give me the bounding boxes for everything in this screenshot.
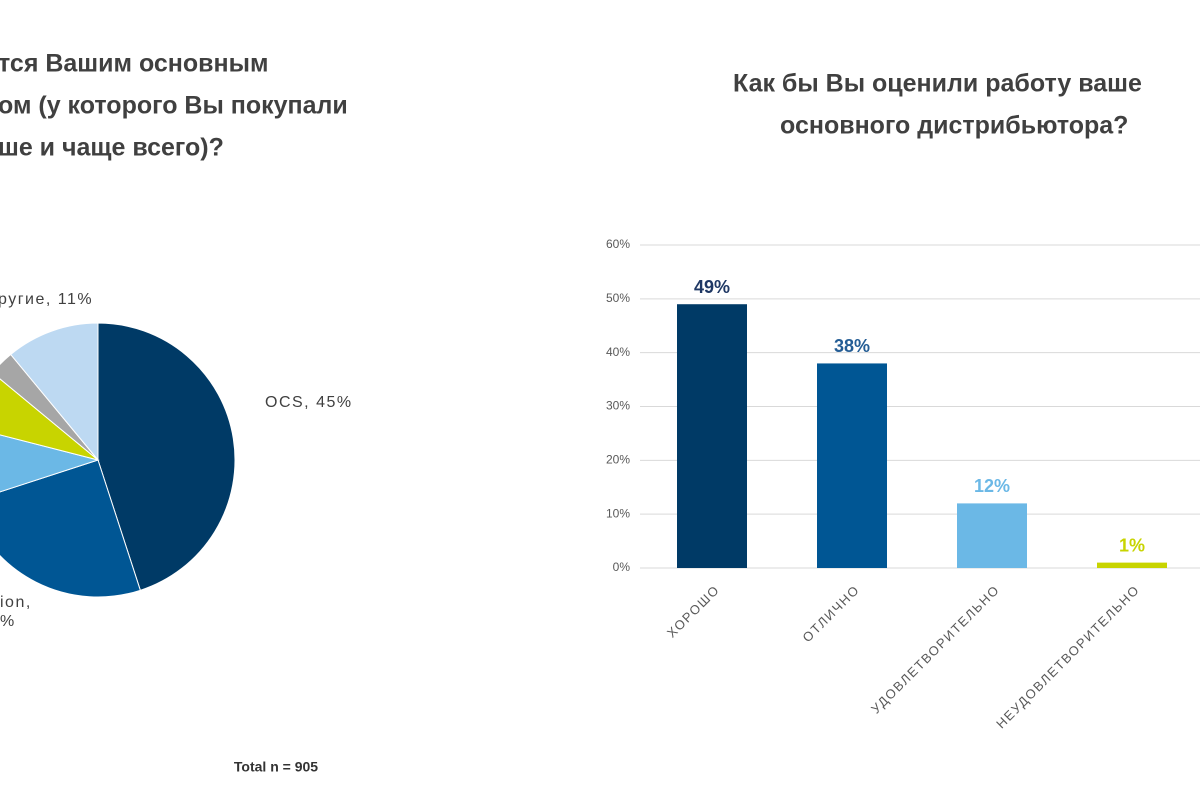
- slice-label: OCS, 45%: [265, 394, 353, 411]
- chart-title: ом (у которого Вы покупали: [0, 92, 348, 120]
- y-tick-label: 0%: [613, 560, 631, 574]
- value-label: 1%: [1119, 535, 1145, 555]
- x-tick-label: ОТЛИЧНО: [799, 582, 862, 645]
- bar: [817, 363, 887, 568]
- pie-slice: [9, 322, 99, 462]
- footnote: Total n = 905: [234, 759, 318, 775]
- y-tick-label: 30%: [606, 399, 630, 413]
- chart-title: основного дистрибьютора?: [780, 112, 1128, 140]
- y-tick-label: 60%: [606, 237, 630, 251]
- y-tick-label: 10%: [606, 506, 630, 520]
- bar: [677, 304, 747, 568]
- bar: [957, 503, 1027, 568]
- slice-label: ругие, 11%: [0, 291, 93, 308]
- slice-label: %: [0, 613, 16, 630]
- pie-slice: [0, 434, 100, 493]
- slice-label: ion,: [0, 594, 32, 611]
- chart-title: тся Вашим основным: [0, 50, 268, 78]
- value-label: 12%: [974, 476, 1010, 496]
- pie-slice: [97, 322, 236, 591]
- y-tick-label: 20%: [606, 453, 630, 467]
- value-label: 49%: [694, 277, 730, 297]
- x-tick-label: НЕУДОВЛЕТВОРИТЕЛЬНО: [993, 582, 1142, 731]
- y-tick-label: 40%: [606, 345, 630, 359]
- x-tick-label: ХОРОШО: [664, 582, 723, 641]
- chart-title: Как бы Вы оценили работу ваше: [733, 70, 1142, 98]
- x-tick-label: УДОВЛЕТВОРИТЕЛЬНО: [868, 582, 1003, 717]
- value-label: 38%: [834, 336, 870, 356]
- y-tick-label: 50%: [606, 291, 630, 305]
- chart-title: ше и чаще всего)?: [0, 134, 224, 162]
- bar: [1097, 562, 1167, 568]
- pie-slice: [0, 459, 141, 598]
